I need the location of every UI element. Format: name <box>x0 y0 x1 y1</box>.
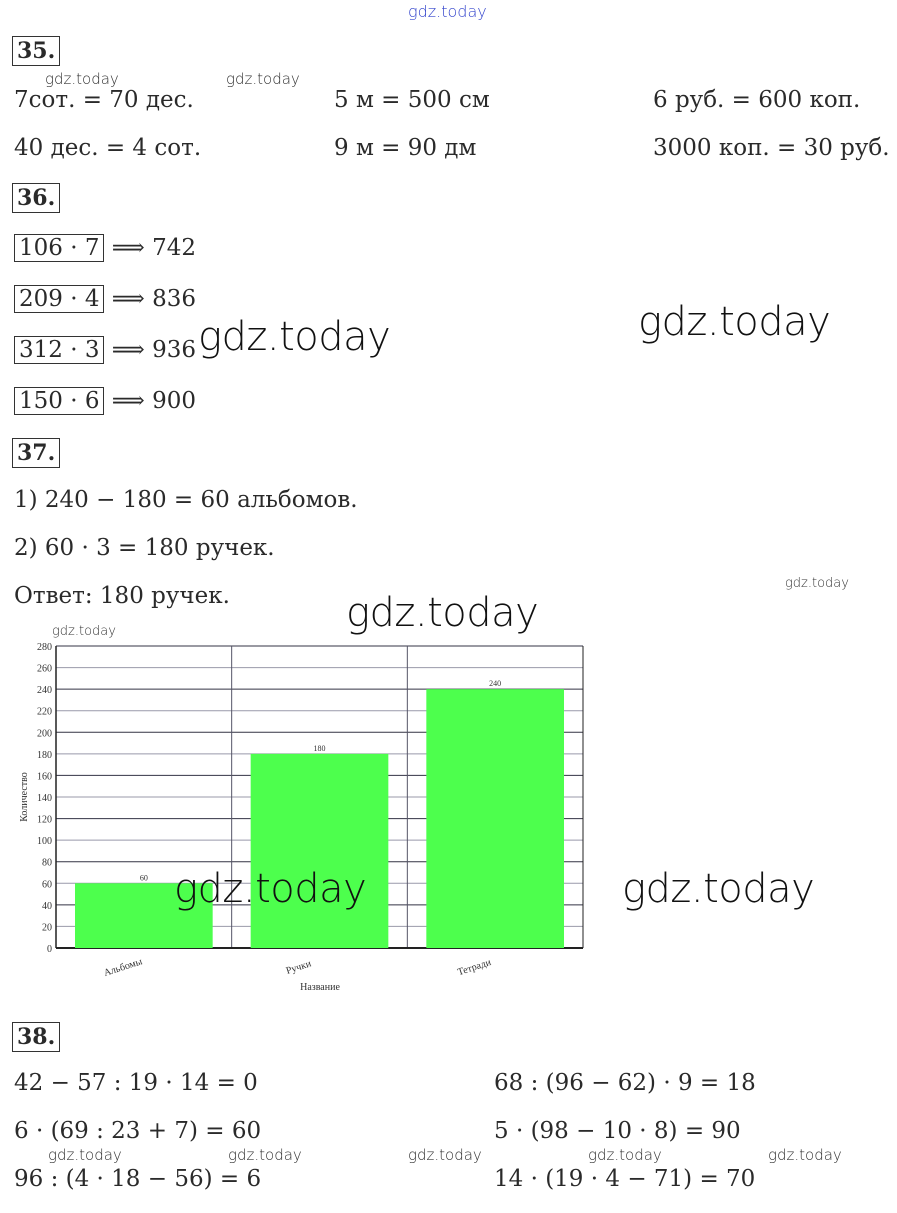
ex36-result: ⟹ 900 <box>111 388 196 414</box>
bar-chart: 0 20 40 60 80 100 120 140 160 180 200 220 240 260 280 6… <box>19 642 584 993</box>
ex38-item: 5 · (98 − 10 · 8) = 90 <box>494 1118 741 1144</box>
ex36-row: 106 · 7 ⟹ 742 <box>14 234 196 262</box>
y-tick-label: 40 <box>42 901 52 912</box>
ex38-item: 68 : (96 − 62) · 9 = 18 <box>494 1070 756 1096</box>
ex36-row: 209 · 4 ⟹ 836 <box>14 285 196 313</box>
watermark: gdz.today <box>45 70 119 88</box>
x-axis-label: Название <box>300 982 340 993</box>
data-label: 240 <box>489 679 501 688</box>
ex35-item: 7сот. = 70 дес. <box>14 87 194 113</box>
ex35-item: 9 м = 90 дм <box>334 135 477 161</box>
ex37-line: 1) 240 − 180 = 60 альбомов. <box>14 487 358 513</box>
y-tick-label: 0 <box>47 944 52 955</box>
ex38-item: 14 · (19 · 4 − 71) = 70 <box>494 1166 756 1192</box>
y-tick-label: 240 <box>37 685 52 696</box>
y-tick-label: 120 <box>37 815 52 826</box>
ex37-answer: Ответ: 180 ручек. <box>14 583 230 609</box>
bar <box>426 689 564 948</box>
ex36-row: 312 · 3 ⟹ 936 <box>14 336 196 364</box>
watermark: gdz.today <box>408 1146 482 1164</box>
ex36-expression: 106 · 7 <box>14 234 105 262</box>
y-tick-label: 160 <box>37 771 52 782</box>
watermark: gdz.today <box>785 576 849 591</box>
watermark: gdz.today <box>174 866 367 912</box>
ex35-item: 5 м = 500 см <box>334 87 490 113</box>
ex35-item: 3000 коп. = 30 руб. <box>653 135 890 161</box>
y-tick-label: 140 <box>37 793 52 804</box>
y-tick-label: 260 <box>37 664 52 675</box>
data-label: 180 <box>314 744 326 753</box>
y-tick-label: 220 <box>37 707 52 718</box>
watermark: gdz.today <box>622 866 815 912</box>
y-tick-label: 100 <box>37 836 52 847</box>
ex35-item: 40 дес. = 4 сот. <box>14 135 202 161</box>
x-tick-label: Альбомы <box>102 956 143 979</box>
watermark: gdz.today <box>198 314 391 360</box>
watermark: gdz.today <box>346 590 539 636</box>
y-tick-label: 60 <box>42 879 52 890</box>
exercise-36-number: 36. <box>12 183 61 213</box>
y-tick-label: 200 <box>37 728 52 739</box>
bar <box>75 883 213 948</box>
x-tick-label: Ручки <box>285 958 314 977</box>
y-tick-label: 80 <box>42 858 52 869</box>
watermark: gdz.today <box>638 299 831 345</box>
exercise-38-number: 38. <box>12 1022 61 1052</box>
watermark: gdz.today <box>408 2 487 21</box>
ex36-result: ⟹ 742 <box>111 235 196 261</box>
data-label: 60 <box>140 873 148 882</box>
y-tick-label: 20 <box>42 922 52 933</box>
watermark: gdz.today <box>226 70 300 88</box>
ex35-item: 6 руб. = 600 коп. <box>653 87 861 113</box>
ex36-row: 150 · 6 ⟹ 900 <box>14 387 196 415</box>
ex36-result: ⟹ 936 <box>111 337 196 363</box>
ex36-expression: 209 · 4 <box>14 285 105 313</box>
ex36-expression: 312 · 3 <box>14 336 105 364</box>
y-tick-label: 180 <box>37 750 52 761</box>
watermark: gdz.today <box>52 624 116 639</box>
watermark: gdz.today <box>768 1146 842 1164</box>
bar <box>250 753 389 948</box>
exercise-37-number: 37. <box>12 438 61 468</box>
exercise-35-number: 35. <box>12 36 61 66</box>
watermark: gdz.today <box>588 1146 662 1164</box>
y-tick-label: 280 <box>37 642 52 653</box>
ex36-result: ⟹ 836 <box>111 286 196 312</box>
ex38-item: 6 · (69 : 23 + 7) = 60 <box>14 1118 262 1144</box>
ex36-expression: 150 · 6 <box>14 387 105 415</box>
y-axis-label: Количество <box>19 772 30 822</box>
ex38-item: 42 − 57 : 19 · 14 = 0 <box>14 1070 258 1096</box>
ex38-item: 96 : (4 · 18 − 56) = 6 <box>14 1166 262 1192</box>
watermark: gdz.today <box>228 1146 302 1164</box>
watermark: gdz.today <box>48 1146 122 1164</box>
ex37-line: 2) 60 · 3 = 180 ручек. <box>14 535 275 561</box>
x-tick-label: Тетради <box>456 957 493 978</box>
